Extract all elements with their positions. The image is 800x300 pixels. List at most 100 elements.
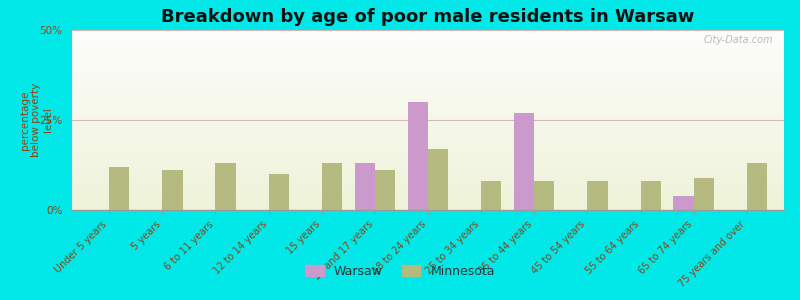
Bar xyxy=(72,3,784,183)
Bar xyxy=(72,21,784,201)
Bar xyxy=(72,0,784,120)
Bar xyxy=(72,0,784,55)
Bar xyxy=(72,7,784,187)
Bar xyxy=(72,17,784,197)
Bar xyxy=(72,0,784,134)
Bar xyxy=(72,0,784,104)
Legend: Warsaw, Minnesota: Warsaw, Minnesota xyxy=(302,261,498,282)
Bar xyxy=(72,0,784,147)
Bar xyxy=(375,170,395,210)
Bar xyxy=(481,181,502,210)
Bar xyxy=(72,0,784,68)
Bar xyxy=(72,0,784,129)
Bar xyxy=(72,0,784,53)
Bar xyxy=(72,0,784,167)
Bar xyxy=(72,0,784,61)
Bar xyxy=(269,174,289,210)
Bar xyxy=(72,0,784,52)
Bar xyxy=(72,19,784,199)
Bar xyxy=(72,0,784,41)
Bar xyxy=(72,0,784,39)
Bar xyxy=(72,0,784,97)
Bar xyxy=(72,0,784,80)
Bar xyxy=(72,0,784,86)
Bar xyxy=(72,0,784,172)
Bar xyxy=(72,0,784,84)
Bar xyxy=(72,0,784,165)
Bar xyxy=(72,0,784,116)
Bar xyxy=(72,0,784,115)
Bar xyxy=(72,0,784,100)
Bar xyxy=(72,0,784,43)
Bar xyxy=(72,0,784,151)
Bar xyxy=(72,0,784,98)
Bar xyxy=(72,0,784,142)
Bar xyxy=(72,0,784,95)
Bar xyxy=(72,0,784,161)
Bar xyxy=(322,163,342,210)
Bar xyxy=(72,0,784,133)
Bar xyxy=(72,0,784,125)
Bar xyxy=(72,0,784,75)
Bar xyxy=(72,0,784,179)
Bar xyxy=(72,0,784,91)
Y-axis label: percentage
below poverty
level: percentage below poverty level xyxy=(20,83,53,157)
Bar xyxy=(72,0,784,154)
Bar xyxy=(72,0,784,156)
Bar xyxy=(72,0,784,89)
Bar xyxy=(72,25,784,205)
Bar xyxy=(72,0,784,82)
Title: Breakdown by age of poor male residents in Warsaw: Breakdown by age of poor male residents … xyxy=(162,8,694,26)
Bar xyxy=(72,0,784,50)
Bar xyxy=(72,0,784,106)
Bar xyxy=(72,0,784,62)
Bar xyxy=(72,0,784,102)
Bar xyxy=(72,0,784,127)
Bar xyxy=(72,0,784,71)
Bar xyxy=(587,181,607,210)
Bar xyxy=(72,30,784,210)
Bar xyxy=(72,28,784,208)
Bar xyxy=(72,0,784,107)
Bar xyxy=(534,181,554,210)
Bar xyxy=(72,12,784,192)
Bar xyxy=(72,16,784,196)
Bar xyxy=(72,0,784,64)
Bar xyxy=(354,163,375,210)
Bar xyxy=(72,0,784,124)
Bar xyxy=(72,14,784,194)
Bar xyxy=(408,102,428,210)
Bar xyxy=(514,113,534,210)
Bar xyxy=(72,10,784,190)
Bar xyxy=(428,149,448,210)
Bar xyxy=(72,1,784,181)
Bar xyxy=(72,0,784,138)
Bar xyxy=(72,0,784,77)
Bar xyxy=(72,0,784,79)
Bar xyxy=(72,0,784,46)
Bar xyxy=(162,170,182,210)
Bar xyxy=(72,0,784,140)
Bar xyxy=(72,0,784,149)
Bar xyxy=(72,0,784,44)
Bar xyxy=(72,0,784,178)
Bar xyxy=(747,163,767,210)
Bar xyxy=(72,0,784,37)
Bar xyxy=(72,0,784,32)
Bar xyxy=(72,0,784,176)
Bar xyxy=(72,0,784,73)
Bar xyxy=(72,0,784,131)
Bar xyxy=(72,26,784,206)
Bar xyxy=(72,0,784,163)
Bar xyxy=(72,0,784,145)
Text: City-Data.com: City-Data.com xyxy=(704,35,774,45)
Bar xyxy=(72,0,784,136)
Bar xyxy=(72,0,784,35)
Bar xyxy=(641,181,661,210)
Bar xyxy=(72,0,784,169)
Bar xyxy=(72,0,784,143)
Bar xyxy=(72,0,784,34)
Bar xyxy=(72,0,784,88)
Bar xyxy=(72,0,784,113)
Bar xyxy=(72,0,784,109)
